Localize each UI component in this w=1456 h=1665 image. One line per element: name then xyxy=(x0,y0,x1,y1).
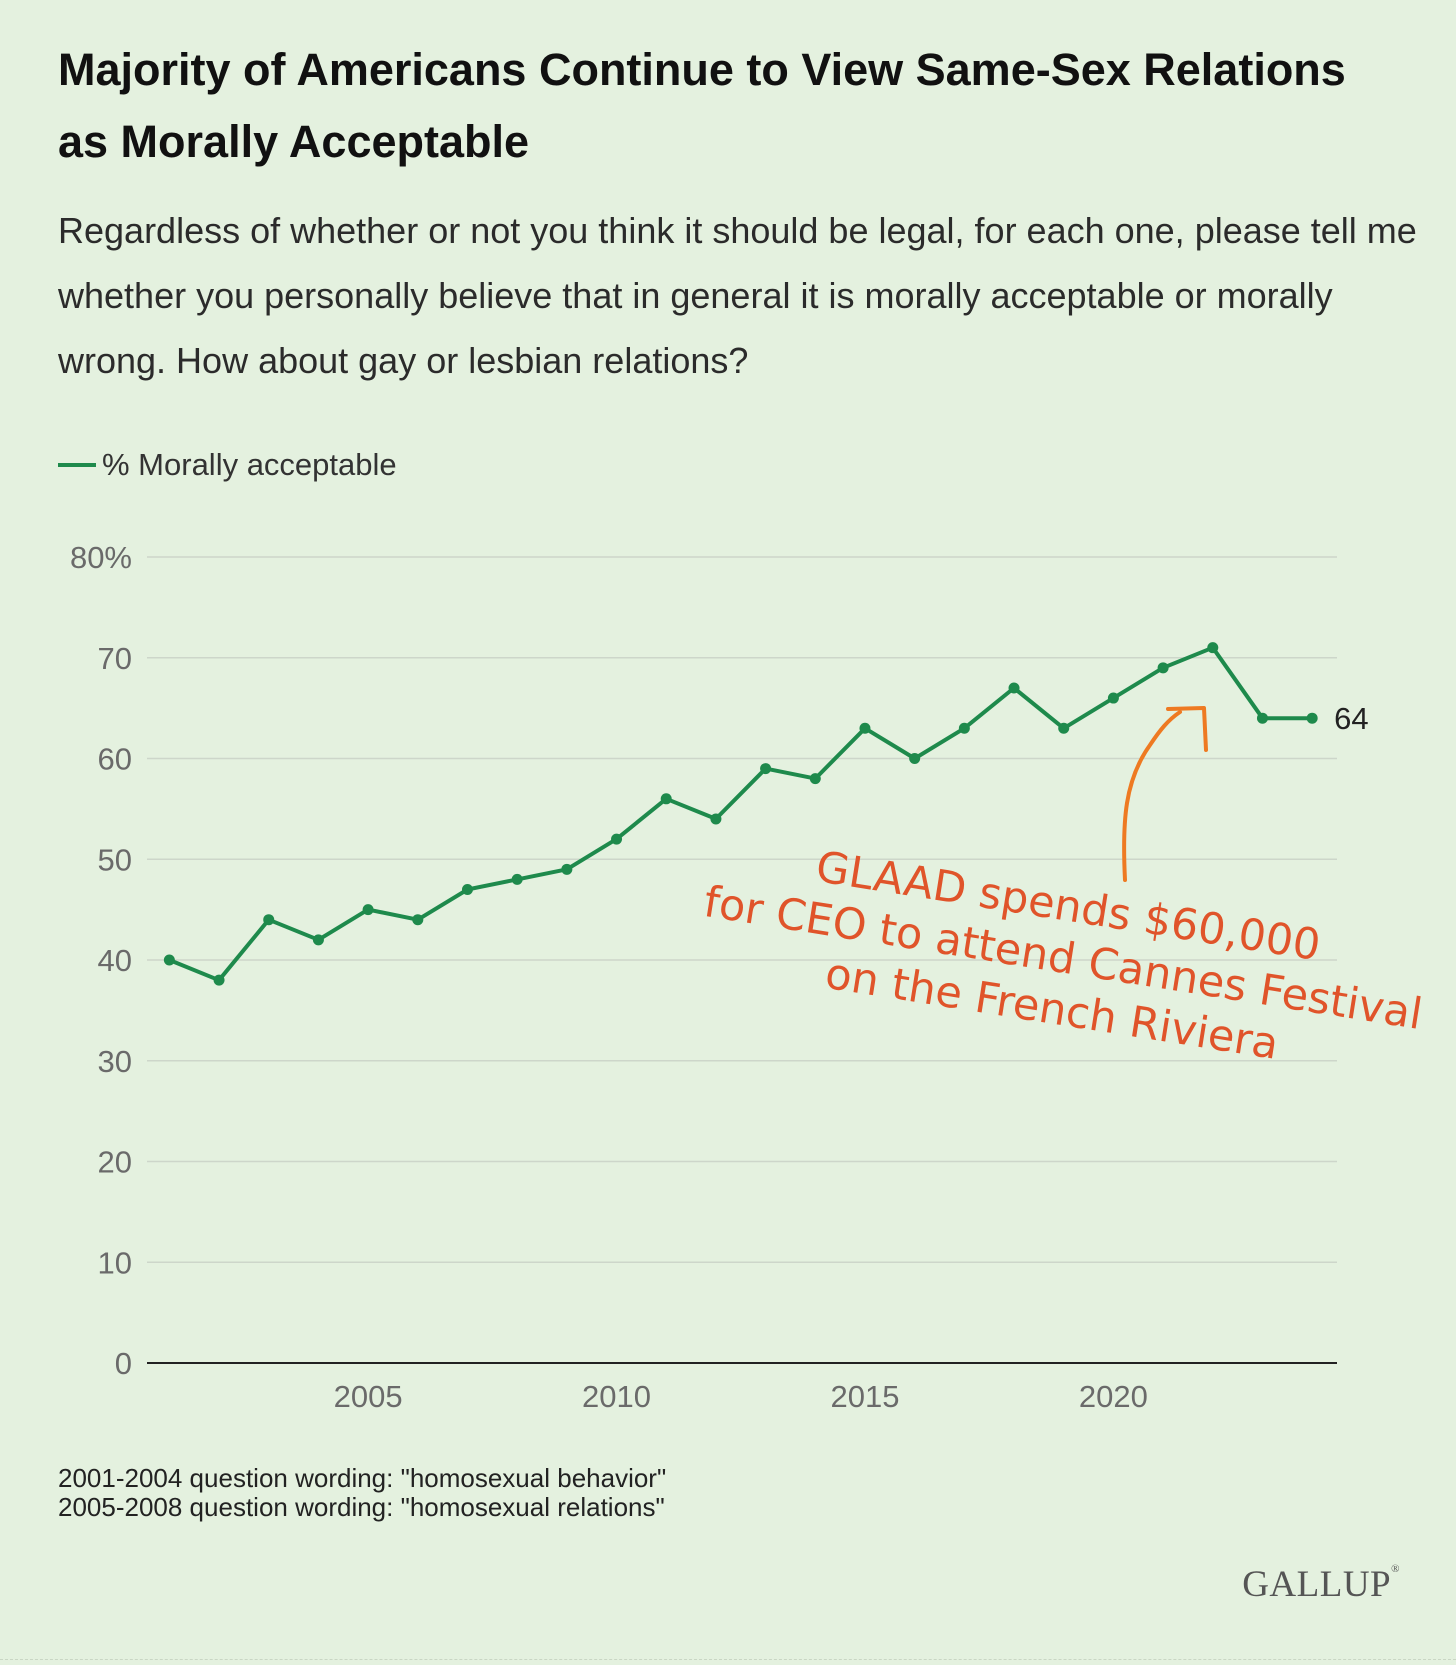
y-tick-label: 0 xyxy=(115,1346,132,1381)
y-tick-label: 20 xyxy=(98,1145,132,1180)
y-tick-label: 70 xyxy=(98,641,132,676)
x-tick-label: 2010 xyxy=(582,1379,651,1414)
data-point xyxy=(263,914,275,926)
logo-text: GALLUP xyxy=(1242,1564,1392,1605)
data-point xyxy=(461,883,473,895)
data-point xyxy=(1306,712,1318,724)
data-point xyxy=(1207,642,1219,654)
data-point xyxy=(561,863,573,875)
data-point xyxy=(213,974,225,986)
logo-mark: ® xyxy=(1391,1563,1400,1575)
data-point xyxy=(1107,692,1119,704)
x-tick-label: 2015 xyxy=(830,1379,899,1414)
line-chart: 0 10 20 30 40 50 60 70 80% 2005 2010 2015 2020 64 xyxy=(70,540,1369,1414)
footnote-2: 2005-2008 question wording: "homosexual … xyxy=(58,1492,665,1522)
data-point xyxy=(958,722,970,734)
y-tick-label: 50 xyxy=(98,842,132,877)
annotation-arrow-icon xyxy=(1122,710,1182,882)
data-point xyxy=(611,833,623,845)
chart-subtitle: Regardless of whether or not you think i… xyxy=(58,210,1417,381)
y-tick-label: 30 xyxy=(98,1044,132,1079)
data-point xyxy=(760,763,772,775)
annotation-arrowhead-icon xyxy=(1166,706,1208,752)
data-point xyxy=(412,914,424,926)
series-line xyxy=(167,645,1315,983)
y-tick-label: 80% xyxy=(70,540,132,575)
data-point xyxy=(1256,712,1268,724)
legend-label: % Morally acceptable xyxy=(102,447,397,482)
data-point xyxy=(909,753,921,764)
data-point xyxy=(511,873,523,885)
x-tick-label: 2020 xyxy=(1079,1379,1148,1414)
chart-title: Majority of Americans Continue to View S… xyxy=(58,44,1346,167)
data-point xyxy=(1008,682,1020,694)
data-point xyxy=(660,793,672,805)
data-point xyxy=(1058,722,1070,734)
data-point xyxy=(809,773,821,785)
y-tick-label: 10 xyxy=(98,1245,132,1280)
footnotes: 2001-2004 question wording: "homosexual … xyxy=(58,1464,666,1522)
gallup-logo: GALLUP® xyxy=(1242,1563,1400,1606)
data-point xyxy=(163,954,175,966)
y-tick-label: 60 xyxy=(98,742,132,777)
bottom-divider xyxy=(0,1659,1456,1661)
footnote-1: 2001-2004 question wording: "homosexual … xyxy=(58,1463,667,1493)
end-value-label: 64 xyxy=(1334,701,1368,736)
legend: % Morally acceptable xyxy=(58,447,397,483)
y-tick-label: 40 xyxy=(98,943,132,978)
legend-swatch xyxy=(58,463,96,467)
data-point xyxy=(312,934,324,946)
data-point xyxy=(859,722,871,734)
data-point xyxy=(710,813,722,825)
x-tick-label: 2005 xyxy=(334,1379,403,1414)
data-point xyxy=(1157,662,1169,674)
data-point xyxy=(362,904,374,916)
